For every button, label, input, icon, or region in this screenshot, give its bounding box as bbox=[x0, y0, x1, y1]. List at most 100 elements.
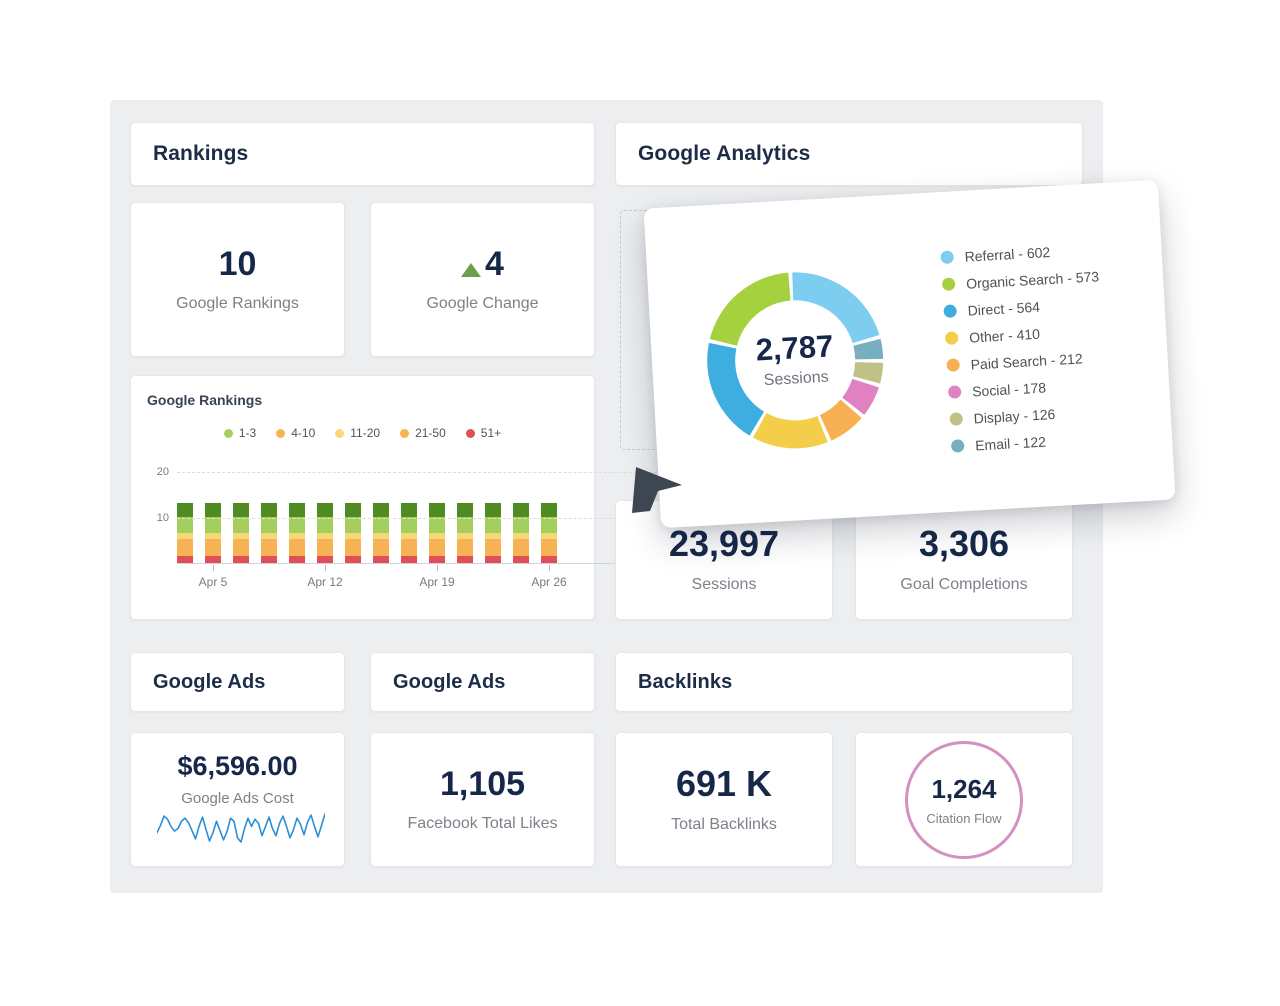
bar-chart-bar[interactable] bbox=[345, 503, 361, 563]
bar-segment bbox=[233, 538, 249, 556]
stat-card-facebook-total-likes[interactable]: 1,105 Facebook Total Likes bbox=[370, 732, 595, 867]
donut-legend-label: Email - 122 bbox=[974, 433, 1047, 453]
bar-segment bbox=[485, 538, 501, 556]
donut-slice-organic-search[interactable] bbox=[706, 272, 792, 348]
bar-legend-item[interactable]: 1-3 bbox=[223, 426, 256, 440]
floating-sessions-donut-card[interactable]: 2,787 Sessions Referral - 602 Organic Sea… bbox=[643, 179, 1176, 529]
bar-chart-bar[interactable] bbox=[457, 503, 473, 563]
section-header-google-ads-right[interactable]: Google Ads bbox=[370, 652, 595, 712]
bar-segment bbox=[345, 503, 361, 518]
stat-label-facebook-total-likes: Facebook Total Likes bbox=[407, 814, 558, 832]
gridline bbox=[177, 518, 687, 520]
donut-legend-label: Display - 126 bbox=[973, 405, 1056, 427]
bar-segment bbox=[233, 503, 249, 518]
bar-chart-bar[interactable] bbox=[177, 503, 193, 563]
stat-value-goal-completions: 3,306 bbox=[918, 523, 1010, 564]
section-title-google-ads-left: Google Ads bbox=[153, 670, 266, 693]
legend-dot-icon bbox=[950, 439, 965, 453]
donut-slice-other[interactable] bbox=[752, 410, 828, 451]
donut-legend-item[interactable]: Paid Search - 212 bbox=[946, 349, 1104, 374]
section-header-google-analytics[interactable]: Google Analytics bbox=[615, 122, 1083, 186]
bar-segment bbox=[429, 517, 445, 534]
bar-chart-legend: 1-3 4-10 11-20 21-50 51+ bbox=[131, 426, 594, 440]
donut-legend-label: Paid Search - 212 bbox=[970, 349, 1084, 373]
bar-chart-bar[interactable] bbox=[289, 503, 305, 563]
stat-card-google-change[interactable]: 4 Google Change bbox=[370, 202, 595, 357]
section-header-rankings[interactable]: Rankings bbox=[130, 122, 595, 186]
bar-segment bbox=[289, 517, 305, 534]
bar-chart-bar[interactable] bbox=[233, 503, 249, 563]
bar-segment bbox=[205, 555, 221, 563]
donut-legend-item[interactable]: Social - 178 bbox=[947, 376, 1106, 401]
bar-chart-bar[interactable] bbox=[513, 503, 529, 563]
stat-value-google-change: 4 bbox=[485, 244, 504, 283]
stat-card-goal-completions[interactable]: 3,306 Goal Completions bbox=[855, 500, 1073, 620]
bar-chart-bar[interactable] bbox=[401, 503, 417, 563]
legend-label: 4-10 bbox=[291, 426, 316, 440]
section-header-google-ads-left[interactable]: Google Ads bbox=[130, 652, 345, 712]
bar-segment bbox=[317, 538, 333, 556]
bar-chart-bar[interactable] bbox=[205, 503, 221, 563]
bar-segment bbox=[401, 517, 417, 534]
donut-slice-email[interactable] bbox=[853, 338, 884, 361]
x-axis-tick-label: Apr 5 bbox=[198, 575, 228, 589]
donut-slice-display[interactable] bbox=[852, 361, 884, 386]
bar-segment bbox=[485, 533, 501, 539]
stat-card-google-rankings[interactable]: 10 Google Rankings bbox=[130, 202, 345, 357]
donut-legend-label: Referral - 602 bbox=[964, 243, 1051, 265]
section-title-backlinks: Backlinks bbox=[638, 670, 733, 693]
google-ads-cost-sparkline-icon bbox=[157, 813, 325, 843]
bar-chart-bar[interactable] bbox=[429, 503, 445, 563]
bar-segment bbox=[513, 538, 529, 556]
donut-legend-item[interactable]: Direct - 564 bbox=[943, 295, 1101, 320]
bar-segment bbox=[541, 533, 557, 539]
section-header-backlinks[interactable]: Backlinks bbox=[615, 652, 1073, 712]
citation-flow-ring: 1,264 Citation Flow bbox=[905, 740, 1023, 859]
bar-segment bbox=[261, 517, 277, 534]
bar-segment bbox=[429, 538, 445, 556]
donut-chart[interactable]: 2,787 Sessions bbox=[684, 250, 905, 471]
stat-label-sessions: Sessions bbox=[691, 576, 757, 593]
bar-chart-bar[interactable] bbox=[541, 503, 557, 563]
stat-card-total-backlinks[interactable]: 691 K Total Backlinks bbox=[615, 732, 833, 867]
stat-card-citation-flow[interactable]: 1,264 Citation Flow bbox=[855, 732, 1073, 867]
donut-slice-direct[interactable] bbox=[706, 340, 765, 438]
chart-title-google-rankings: Google Rankings bbox=[147, 392, 263, 408]
bar-chart-bar[interactable] bbox=[317, 503, 333, 563]
bar-segment bbox=[233, 533, 249, 539]
bar-legend-item[interactable]: 11-20 bbox=[335, 426, 380, 440]
bar-legend-item[interactable]: 21-50 bbox=[400, 426, 446, 440]
donut-slice-referral[interactable] bbox=[792, 268, 880, 347]
donut-legend-item[interactable]: Display - 126 bbox=[949, 403, 1107, 428]
bar-segment bbox=[373, 533, 389, 539]
bar-chart-bar[interactable] bbox=[261, 503, 277, 563]
bar-segment bbox=[373, 503, 389, 518]
legend-dot-icon bbox=[946, 358, 961, 372]
bar-segment bbox=[485, 517, 501, 534]
sparkline-path bbox=[157, 813, 325, 843]
bar-segment bbox=[177, 555, 193, 563]
bar-segment bbox=[457, 538, 473, 556]
stat-value-facebook-total-likes: 1,105 bbox=[439, 764, 526, 803]
bar-legend-item[interactable]: 51+ bbox=[465, 426, 501, 440]
bar-segment bbox=[205, 517, 221, 534]
x-axis-tick bbox=[325, 565, 326, 571]
legend-dot-icon bbox=[223, 428, 233, 438]
bar-segment bbox=[345, 517, 361, 534]
bar-legend-item[interactable]: 4-10 bbox=[276, 426, 315, 440]
donut-slice-paid-search[interactable] bbox=[819, 399, 863, 442]
bar-chart-bar[interactable] bbox=[373, 503, 389, 563]
legend-dot-icon bbox=[335, 428, 345, 438]
bar-segment bbox=[457, 533, 473, 539]
stat-card-google-ads-cost[interactable]: $6,596.00 Google Ads Cost bbox=[130, 732, 345, 867]
bar-segment bbox=[401, 538, 417, 556]
chart-card-google-rankings[interactable]: Google Rankings 1-3 4-10 11-20 21-50 51+ 10 2… bbox=[130, 375, 687, 620]
donut-legend-item[interactable]: Email - 122 bbox=[950, 430, 1109, 455]
legend-label: 11-20 bbox=[350, 426, 381, 440]
donut-legend-item[interactable]: Referral - 602 bbox=[940, 241, 1098, 266]
donut-legend-item[interactable]: Organic Search - 573 bbox=[941, 268, 1099, 293]
bar-chart-bar[interactable] bbox=[485, 503, 501, 563]
donut-legend-item[interactable]: Other - 410 bbox=[944, 322, 1103, 347]
donut-slice-social[interactable] bbox=[841, 377, 880, 416]
